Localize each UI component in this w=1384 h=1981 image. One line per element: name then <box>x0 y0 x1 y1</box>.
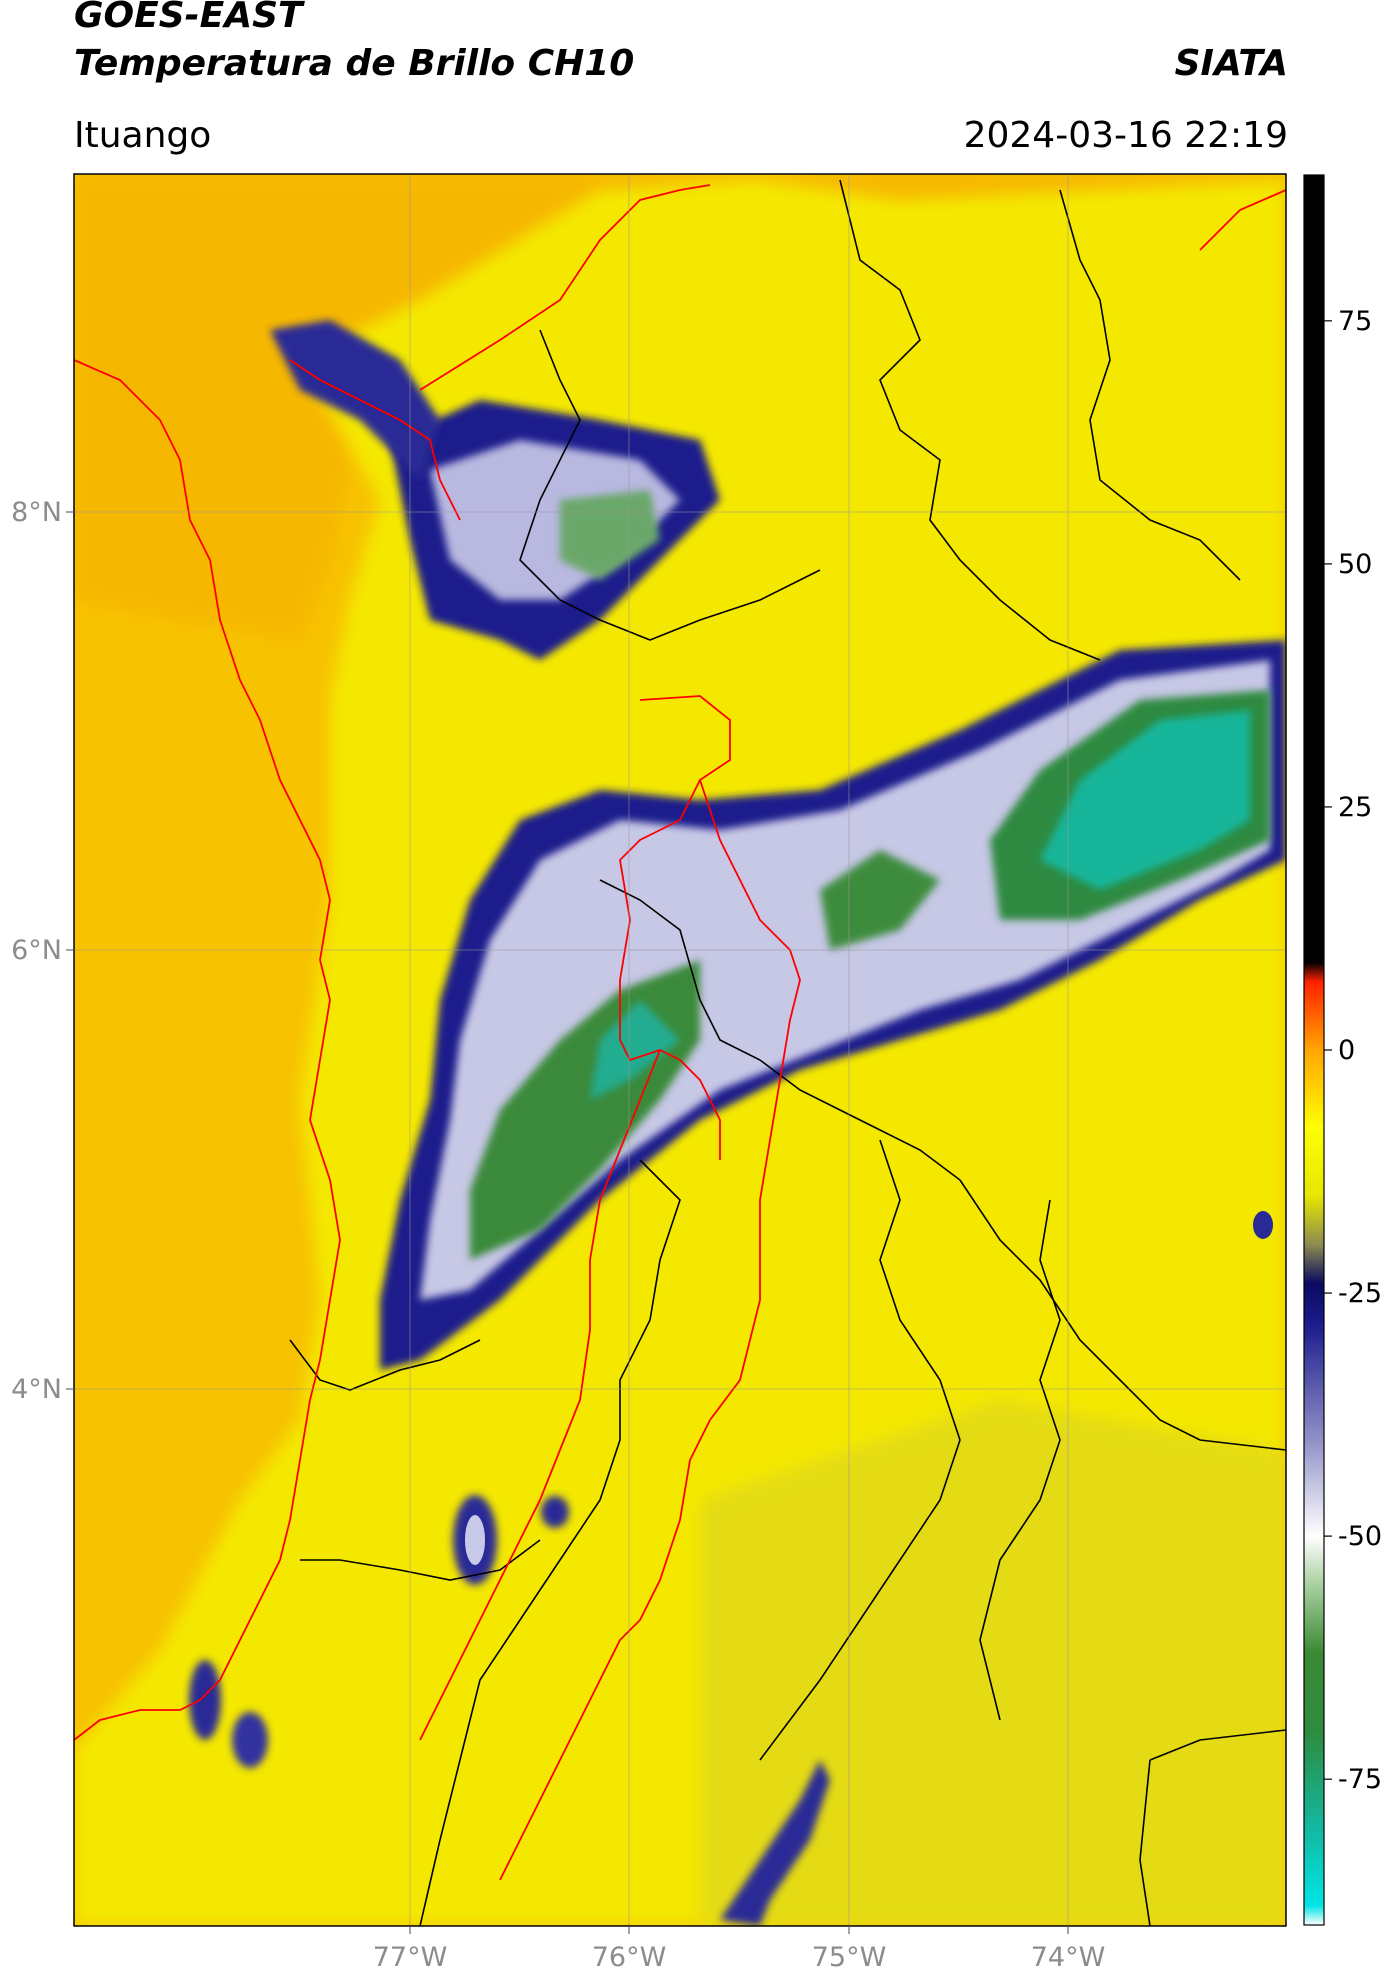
pacific-coast <box>74 359 341 1741</box>
red-boundaries <box>74 184 1286 1881</box>
cell-3 <box>232 1712 268 1768</box>
map-frame <box>73 173 1287 1927</box>
product-title: Temperatura de Brillo CH10 <box>74 43 635 84</box>
colorbar-ticks: 75 50 25 0 -25 -50 -75 <box>1324 306 1382 1795</box>
department-east-edge <box>499 779 801 1881</box>
boundary-11 <box>289 1339 481 1391</box>
department-west-edge <box>619 695 731 1160</box>
urabe-coast <box>289 359 461 521</box>
cell-south-streak <box>720 1760 830 1926</box>
cell-2 <box>541 1496 569 1528</box>
boundary-8 <box>979 1199 1061 1721</box>
colorbar-tick-label: 75 <box>1338 306 1372 337</box>
boundary-10 <box>1139 1759 1151 1926</box>
caribbean-coast <box>419 184 711 391</box>
colorbar-tick-label: -25 <box>1338 1278 1382 1309</box>
cell-5 <box>1253 1211 1273 1239</box>
cloud-band-north-core <box>560 490 660 580</box>
cloud-core-east-cyan <box>1040 710 1250 890</box>
lon-label-77w: 77°W <box>373 1942 448 1973</box>
axis-ticks <box>66 511 1069 1934</box>
boundary-3 <box>1059 189 1241 581</box>
lat-label-8n: 8°N <box>11 497 62 528</box>
department-south-edge <box>419 1049 661 1741</box>
datetime-label: 2024-03-16 22:19 <box>963 115 1288 156</box>
lat-label-6n: 6°N <box>11 935 62 966</box>
cloud-north-west <box>270 320 440 480</box>
cloud-core-center <box>820 850 940 950</box>
cell-1-core <box>465 1515 485 1565</box>
boundary-5 <box>419 1159 681 1926</box>
lon-label-76w: 76°W <box>592 1942 667 1973</box>
boundary-2 <box>839 179 1101 661</box>
colorbar-bar <box>1303 174 1325 1926</box>
boundary-4 <box>599 879 961 1181</box>
cell-4 <box>189 1660 221 1740</box>
colorbar-tick-label: -50 <box>1338 1521 1382 1552</box>
satellite-title: GOES-EAST <box>74 0 303 36</box>
colorbar: 75 50 25 0 -25 -50 -75 <box>1303 174 1382 1926</box>
lon-label-74w: 74°W <box>1031 1942 1106 1973</box>
cloud-core-west-cyan <box>590 1000 680 1100</box>
lat-label-4n: 4°N <box>11 1374 62 1405</box>
coast-ne <box>1199 189 1286 251</box>
colorbar-tick-label: -75 <box>1338 1764 1382 1795</box>
colorbar-tick-label: 50 <box>1338 549 1372 580</box>
admin-boundaries <box>289 179 1286 1926</box>
satellite-field <box>74 174 1286 1926</box>
boundary-7 <box>959 1179 1286 1451</box>
lon-label-75w: 75°W <box>812 1942 887 1973</box>
colorbar-tick-label: 25 <box>1338 792 1372 823</box>
graticule <box>74 174 1286 1926</box>
agency-title: SIATA <box>1174 43 1288 84</box>
colorbar-tick-label: 0 <box>1338 1035 1355 1066</box>
olive-area-south <box>700 1400 1286 1926</box>
orange-area <box>74 174 1286 640</box>
boundary-6 <box>759 1139 961 1761</box>
axis-labels: 8°N 6°N 4°N 77°W 76°W 75°W 74°W <box>11 497 1105 1973</box>
boundary-9 <box>1149 1729 1286 1761</box>
location-label: Ituango <box>74 115 212 156</box>
boundary-1 <box>519 329 821 641</box>
